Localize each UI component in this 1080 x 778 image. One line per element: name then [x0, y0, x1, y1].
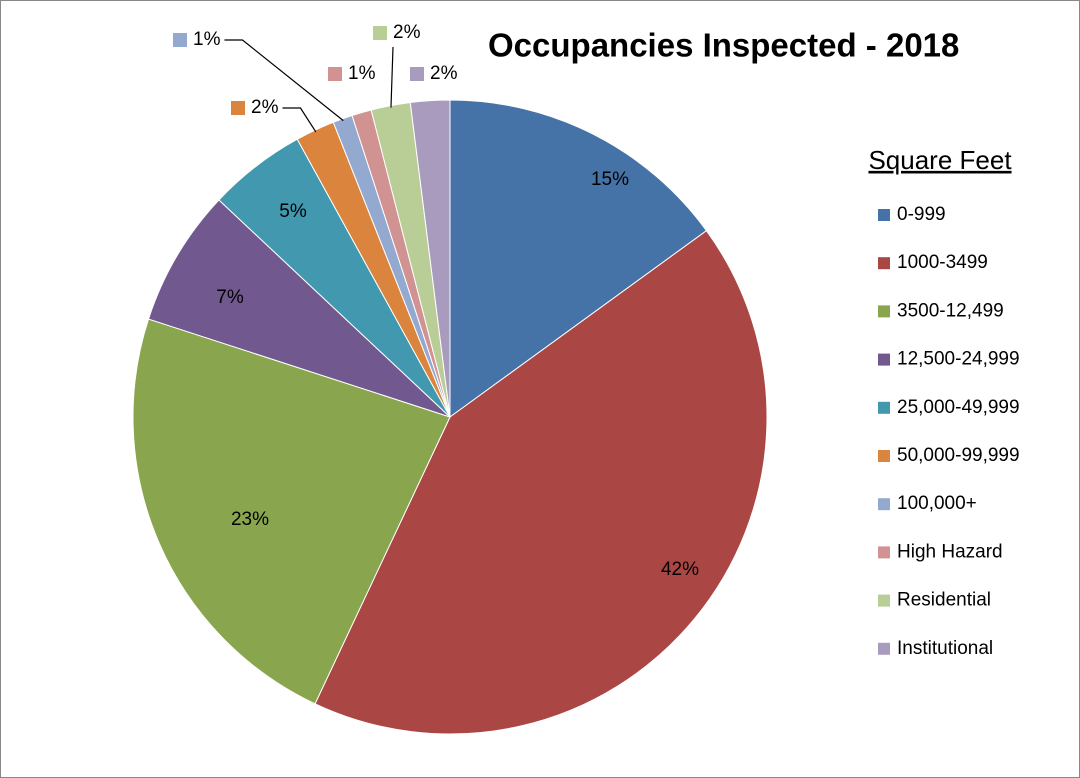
- data-label-key: [373, 26, 387, 40]
- legend-swatch: [878, 209, 890, 221]
- legend-swatch: [878, 546, 890, 559]
- pie-slice: [449, 99, 708, 418]
- leader-line: [390, 46, 394, 108]
- leader-line: [224, 39, 344, 122]
- data-label-key: [231, 101, 245, 115]
- legend-label: High Hazard: [897, 541, 1003, 562]
- legend-swatch: [878, 305, 890, 318]
- legend-label: 0-999: [897, 204, 946, 225]
- legend-swatch: [878, 642, 890, 655]
- pie-slice: [147, 199, 451, 418]
- leader-line: [282, 107, 317, 133]
- data-label: 7%: [216, 287, 244, 308]
- data-label-key: [173, 33, 187, 47]
- data-label-key: [410, 67, 424, 81]
- data-label: 2%: [251, 97, 279, 118]
- data-label: 5%: [279, 201, 307, 222]
- data-label: 23%: [231, 509, 269, 530]
- data-label-key: [328, 67, 342, 81]
- data-label: 1%: [193, 29, 221, 50]
- legend-label: 100,000+: [897, 493, 977, 514]
- chart-title: Occupancies Inspected - 2018: [488, 27, 959, 64]
- legend-label: Institutional: [897, 638, 993, 659]
- pie-slice: [409, 99, 451, 418]
- legend-label: Residential: [897, 590, 991, 611]
- data-label: 42%: [661, 559, 699, 580]
- data-label: 1%: [348, 63, 376, 84]
- legend-title: Square Feet: [868, 145, 1012, 175]
- legend-swatch: [878, 401, 890, 414]
- pie: [132, 99, 768, 735]
- legend-swatch: [878, 353, 890, 366]
- legend-label: 1000-3499: [897, 252, 988, 273]
- data-label: 2%: [393, 22, 421, 43]
- data-label: 15%: [591, 169, 629, 190]
- data-label: 2%: [430, 63, 458, 84]
- legend-swatch: [878, 498, 890, 511]
- pie-slice: [132, 318, 451, 705]
- legend-label: 25,000-49,999: [897, 397, 1020, 418]
- legend-swatch: [878, 450, 890, 462]
- legend-label: 50,000-99,999: [897, 445, 1020, 466]
- pie-slice: [314, 229, 768, 735]
- legend-label: 12,500-24,999: [897, 349, 1020, 370]
- legend-swatch: [878, 257, 890, 270]
- legend-label: 3500-12,499: [897, 300, 1004, 321]
- legend-swatch: [878, 594, 890, 607]
